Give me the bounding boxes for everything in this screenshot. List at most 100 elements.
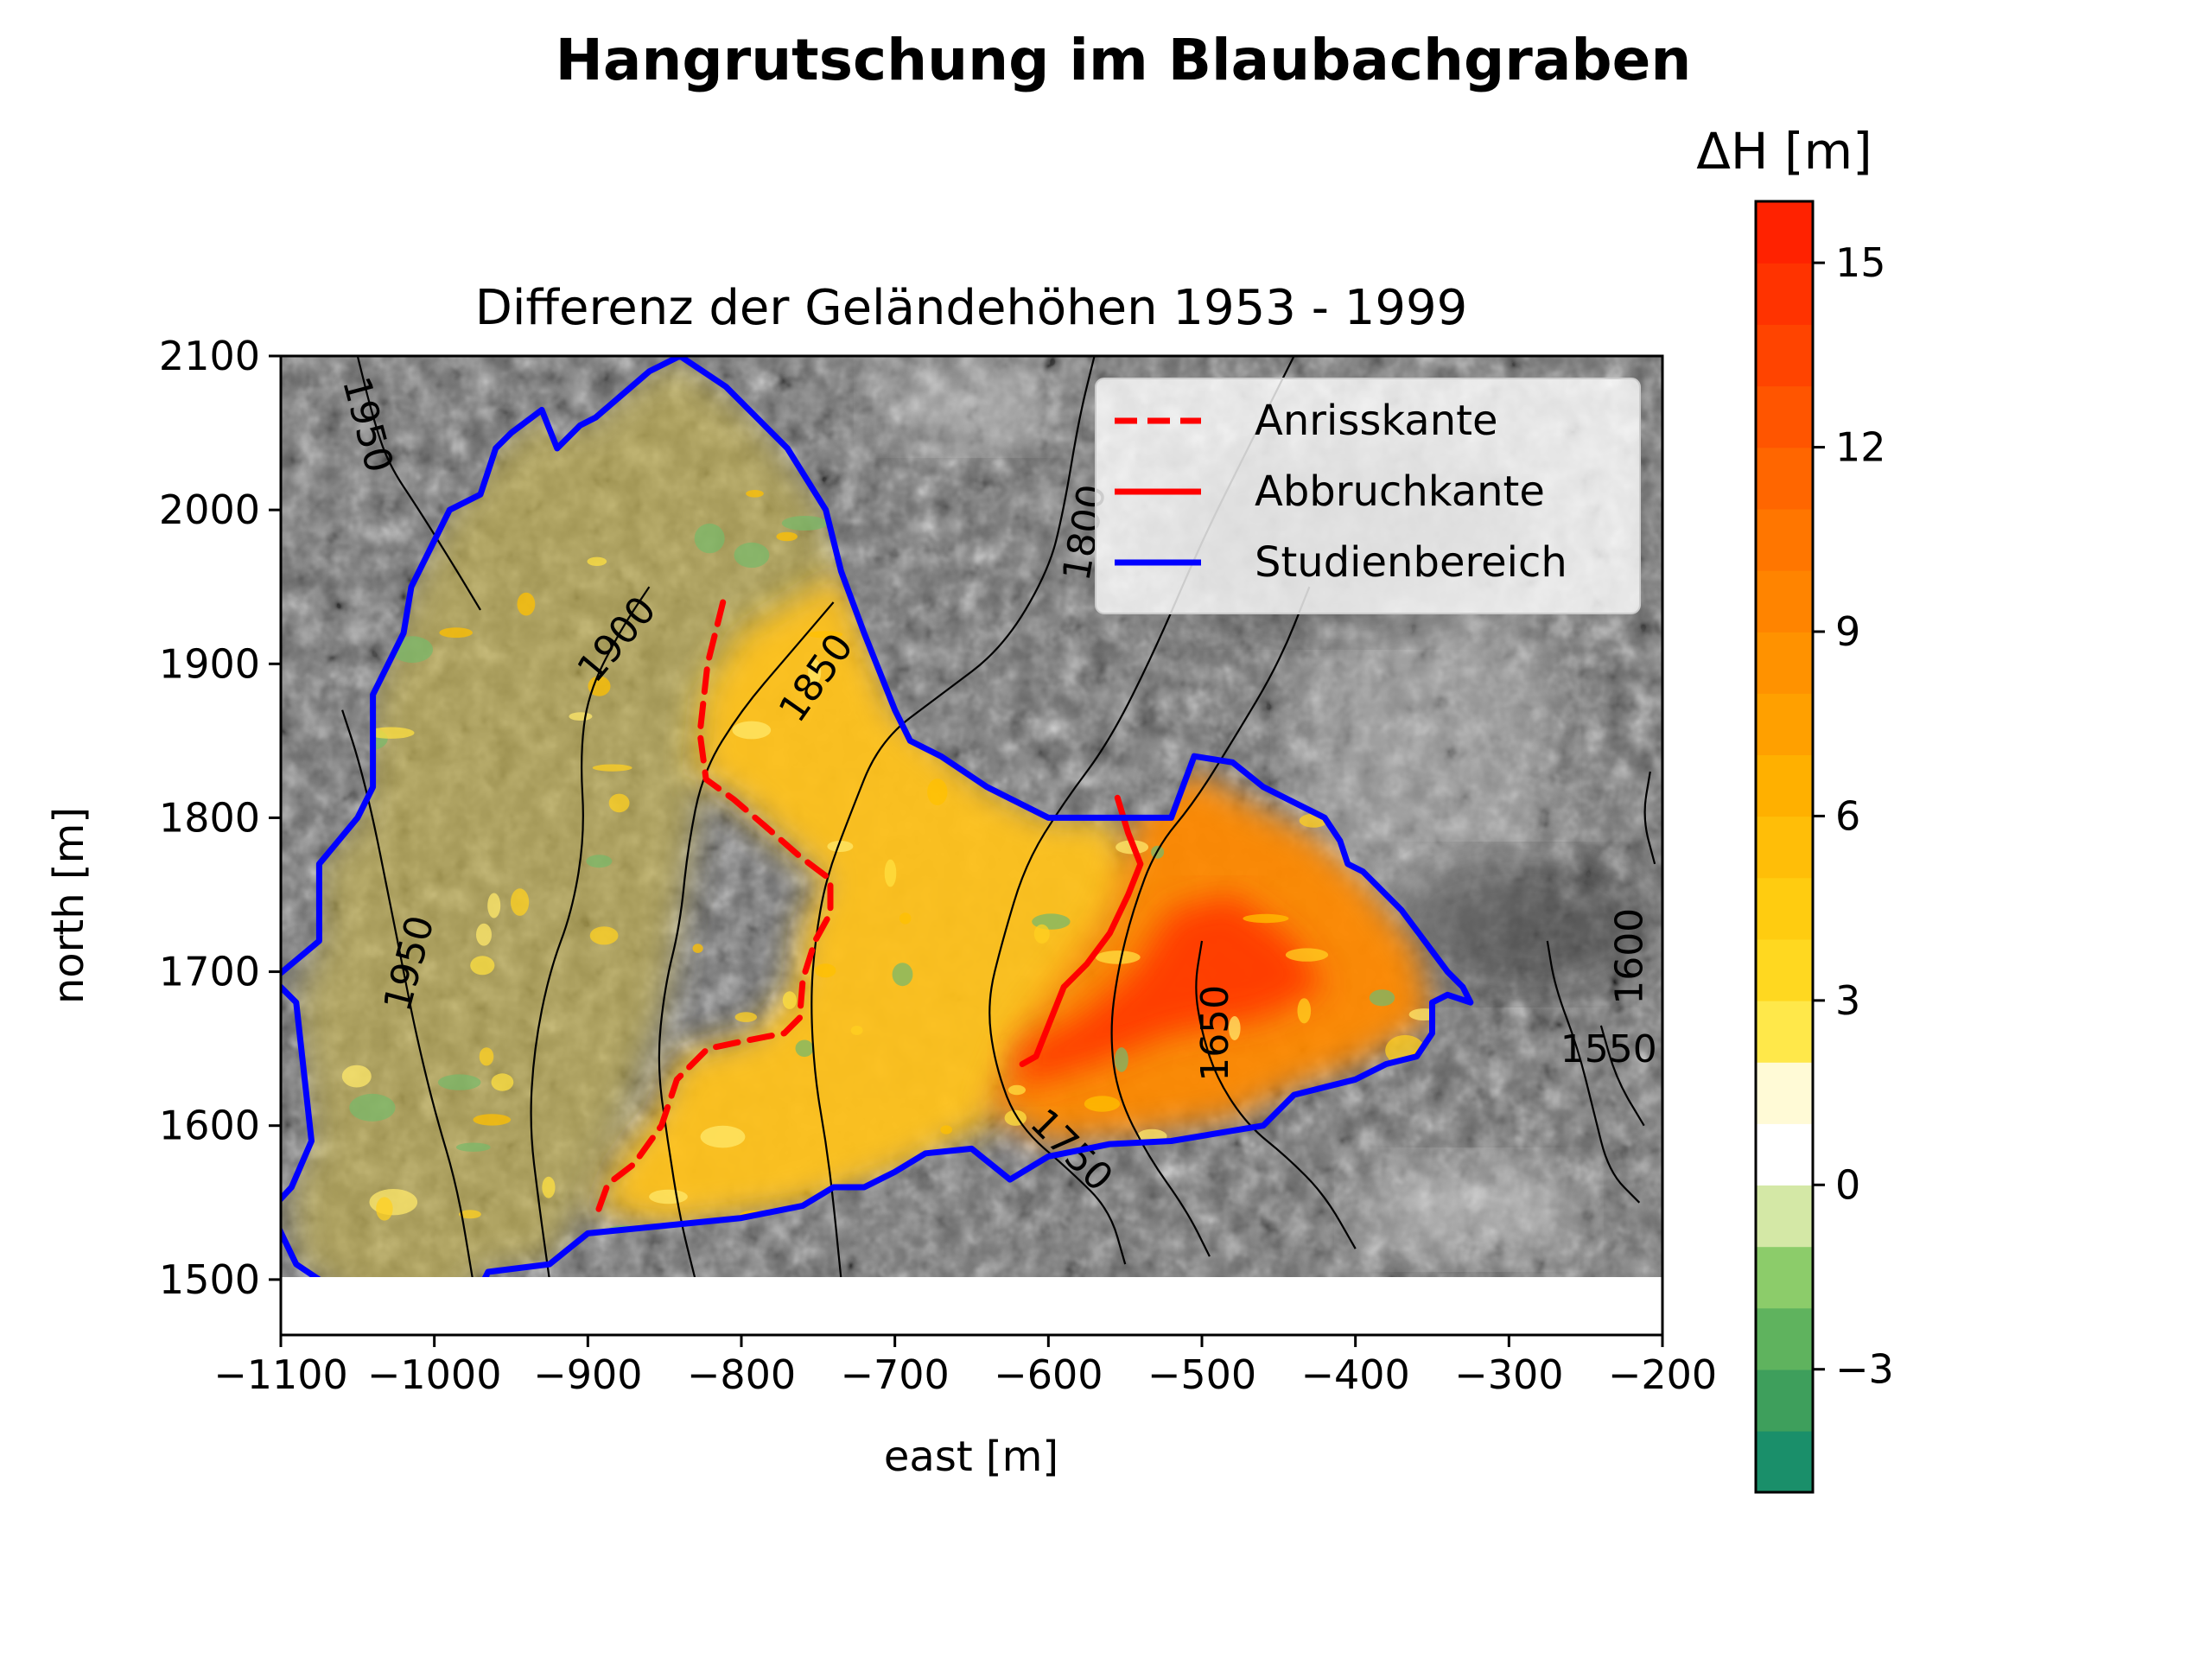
deformation-patch [735,1012,757,1022]
deformation-patch [746,490,764,498]
deformation-patch [782,516,828,531]
colorbar-level [1756,632,1813,694]
colorbar-tick-label: 0 [1835,1161,1860,1208]
deformation-patch [893,963,913,986]
x-tick-label: −800 [687,1351,796,1398]
deformation-patch [701,1126,746,1148]
y-tick-label: 2000 [159,486,260,533]
y-tick-label: 1600 [159,1103,260,1149]
x-tick-label: −200 [1608,1351,1717,1398]
contour-label: 1600 [1608,908,1652,1005]
colorbar-ticks: −303691215 [1813,239,1894,1393]
deformation-patch [885,860,897,887]
deformation-patch [899,912,911,924]
y-tick-label: 1700 [159,949,260,995]
legend-label-abbruchkante: Abbruchkante [1255,467,1545,516]
colorbar-level [1756,1370,1813,1432]
colorbar-level [1756,754,1813,817]
x-tick-label: −300 [1454,1351,1563,1398]
y-axis-label: north [m] [45,807,93,1004]
colorbar-level [1756,816,1813,878]
x-tick-label: −1000 [367,1351,502,1398]
colorbar-level [1756,570,1813,632]
colorbar-level [1756,263,1813,325]
axes-title: Differenz der Geländehöhen 1953 - 1999 [475,280,1468,336]
deformation-patch [851,1026,863,1035]
orthophoto-bright-patch-north [873,363,1063,449]
deformation-patch [1115,1047,1128,1072]
deformation-patch [593,765,632,772]
contour-label: 1650 [1193,985,1237,1082]
colorbar-level [1756,939,1813,1001]
deformation-patch [542,1177,555,1198]
deformation-patch [609,794,630,813]
colorbar-level [1756,385,1813,448]
colorbar-level [1756,1246,1813,1308]
deformation-patch [649,1190,688,1205]
deformation-patch [590,926,619,944]
legend-label-anrisskante: Anrisskante [1255,397,1497,445]
y-tick-label: 1500 [159,1256,260,1303]
deformation-patch [349,1094,395,1122]
contour-label: 1550 [1560,1027,1657,1071]
deformation-patch [438,1074,481,1090]
deformation-patch [476,924,492,946]
x-tick-label: −900 [533,1351,642,1398]
deformation-patch [518,593,536,616]
colorbar-tick-label: 3 [1835,977,1860,1024]
deformation-patch [1008,1085,1026,1095]
deformation-patch [456,1143,491,1152]
deformation-patch [693,944,703,953]
deformation-patch [586,855,612,868]
colorbar-level [1756,1185,1813,1247]
deformation-patch [342,1065,372,1088]
deformation-patch [783,991,797,1009]
deformation-patch [1298,998,1312,1023]
deformation-patch [1096,950,1141,964]
colorbar-tick-label: −3 [1835,1346,1894,1393]
colorbar-tick-label: 6 [1835,792,1860,839]
deformation-patch [473,1114,511,1125]
x-axis-label: east [m] [884,1433,1058,1481]
y-tick-label: 2100 [159,333,260,379]
deformation-patch [376,1197,392,1220]
deformation-patch [492,1073,514,1090]
colorbar-level [1756,693,1813,755]
colorbar-level [1756,201,1813,264]
deformation-patch [776,532,798,542]
y-tick-label: 1800 [159,794,260,841]
colorbar-tick-label: 12 [1835,424,1886,471]
map-axes: Differenz der Geländehöhen 1953 - 1999 1… [45,280,1717,1481]
deformation-patch [1286,948,1328,961]
colorbar-level [1756,448,1813,510]
deformation-patch [588,557,607,566]
colorbar-level [1756,1001,1813,1063]
colorbar-level [1756,1431,1813,1493]
colorbar-level [1756,1062,1813,1124]
deformation-patch [439,627,473,638]
orthophoto-bright-patch [1357,1158,1581,1262]
deformation-patch [796,1040,814,1058]
deformation-patch [734,543,770,568]
colorbar-title: ΔH [m] [1696,122,1872,181]
x-tick-label: −700 [840,1351,949,1398]
deformation-patch [1005,1110,1027,1126]
deformation-patch [1243,914,1288,923]
legend: Anrisskante Abbruchkante Studienbereich [1096,378,1640,613]
deformation-patch [511,888,529,916]
x-tick-label: −1100 [213,1351,348,1398]
colorbar-level [1756,1308,1813,1370]
colorbar-tick-label: 15 [1835,239,1886,286]
x-axis: −1100 −1000 −900 −800 −700 −600 −500 −400 −300 −2… [213,1335,1717,1398]
colorbar-level [1756,324,1813,386]
figure-title: Hangrutschung im Blaubachgraben [556,27,1692,93]
colorbar-level [1756,509,1813,571]
deformation-patch [480,1047,494,1065]
colorbar-level [1756,1123,1813,1185]
x-tick-label: −400 [1300,1351,1409,1398]
deformation-patch [1034,925,1050,944]
x-tick-label: −500 [1147,1351,1256,1398]
colorbar-levels [1756,201,1813,1493]
deformation-patch [487,893,500,918]
